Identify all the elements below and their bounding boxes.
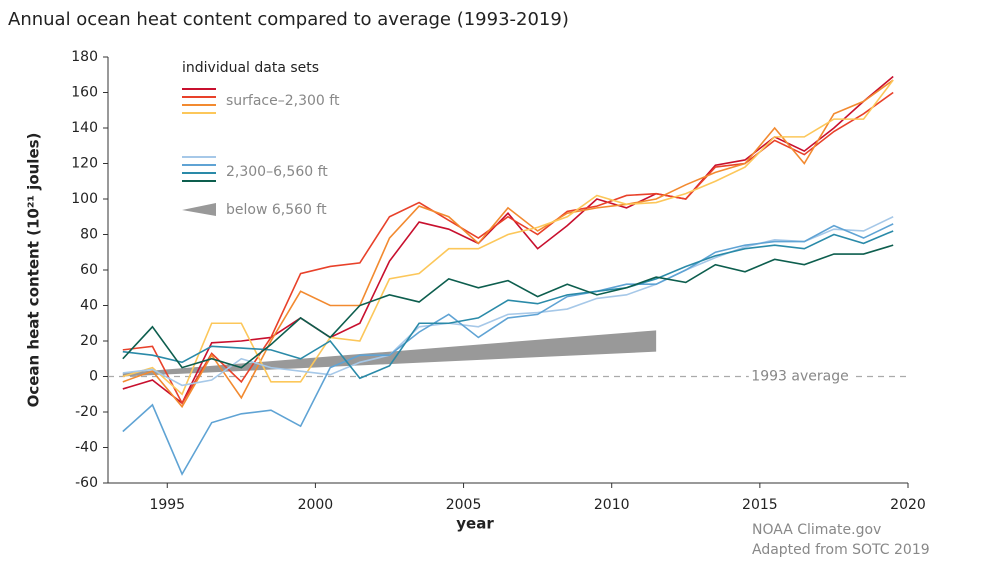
legend-title: individual data sets [182,60,319,76]
y-tick-label: 100 [71,191,98,207]
data-line [122,79,894,396]
data-line [122,223,894,476]
y-tick-label: 60 [80,262,98,278]
y-tick-label: 0 [89,369,98,385]
credit: NOAA Climate.gov [752,522,881,538]
y-tick-label: 180 [71,49,98,65]
x-axis-label: year [456,515,494,533]
deep-ocean-wedge [122,330,657,377]
y-tick-label: 160 [71,85,98,101]
legend-label: below 6,560 ft [226,202,327,218]
legend-label: surface–2,300 ft [226,93,340,109]
legend-label: 2,300–6,560 ft [226,164,328,180]
y-tick-label: -40 [75,440,98,456]
data-line [122,91,894,405]
y-tick-label: 40 [80,298,98,314]
y-tick-label: -60 [75,475,98,491]
data-line [122,79,894,409]
legend-swatch [182,203,216,216]
data-line [122,230,894,380]
y-tick-label: 20 [80,333,98,349]
x-tick-label: 2010 [594,497,630,513]
x-tick-label: 2020 [890,497,926,513]
data-line [122,244,894,369]
x-tick-label: 1995 [149,497,185,513]
x-tick-label: 2000 [298,497,334,513]
reference-label: 1993 average [751,369,848,385]
y-axis-label: Ocean heat content (10²¹ joules) [25,133,43,408]
y-tick-label: -20 [75,404,98,420]
y-tick-label: 120 [71,156,98,172]
data-line [122,75,894,405]
x-tick-label: 2015 [742,497,778,513]
y-tick-label: 80 [80,227,98,243]
x-tick-label: 2005 [446,497,482,513]
credit: Adapted from SOTC 2019 [752,542,930,558]
y-tick-label: 140 [71,120,98,136]
chart-title: Annual ocean heat content compared to av… [8,9,569,30]
